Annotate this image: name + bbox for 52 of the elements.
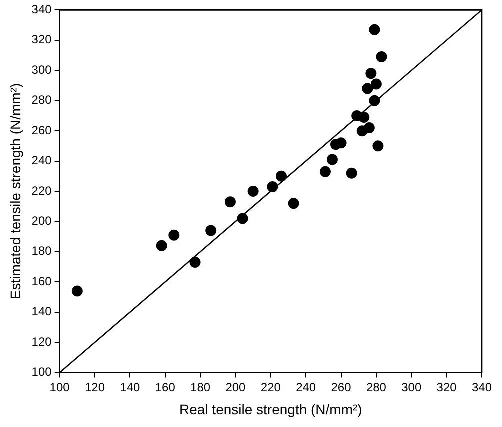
y-tick-label: 120 [32, 334, 52, 349]
x-tick-label: 140 [120, 380, 141, 394]
y-tick-label: 140 [32, 304, 52, 319]
y-tick-label: 160 [32, 274, 52, 288]
point [206, 225, 217, 236]
x-tick-label: 340 [472, 380, 492, 394]
y-tick-label: 240 [32, 154, 52, 168]
x-tick-label: 200 [226, 380, 246, 394]
y-tick-label: 320 [32, 32, 52, 47]
x-tick-label: 100 [50, 380, 70, 394]
point [276, 170, 287, 182]
point [237, 213, 248, 224]
y-tick-label: 200 [32, 214, 52, 228]
point [370, 78, 382, 90]
point [168, 230, 180, 241]
y-tick-label: 340 [32, 2, 52, 17]
point [326, 154, 338, 166]
point [364, 122, 375, 134]
y-tick-label: 100 [32, 365, 52, 380]
x-tick-label: 160 [155, 380, 176, 394]
y-tick-label: 280 [32, 93, 52, 108]
x-tick-label: 320 [436, 380, 458, 394]
point [248, 186, 259, 197]
point [362, 83, 374, 94]
x-tick-label: 260 [331, 380, 352, 394]
point [224, 196, 236, 208]
point [267, 181, 278, 192]
y-tick-label: 260 [32, 123, 52, 138]
point [366, 68, 377, 80]
point [376, 52, 388, 63]
point [372, 140, 384, 152]
point [369, 95, 380, 106]
x-tick-label: 180 [190, 380, 211, 394]
x-tick-label: 280 [366, 380, 387, 394]
point [369, 24, 380, 36]
point [156, 240, 168, 252]
point [190, 257, 201, 268]
x-tick-label: 220 [260, 380, 282, 394]
x-tick-label: 300 [402, 380, 422, 394]
y-axis-title: Estimated tensile strength (N/mm²) [7, 83, 24, 300]
y-tick-label: 300 [32, 62, 52, 77]
y-tick-label: 180 [32, 244, 52, 258]
point [358, 112, 370, 123]
x-tick-label: 240 [296, 380, 316, 394]
x-axis-title: Real tensile strength (N/mm²) [179, 401, 362, 418]
point [72, 286, 83, 297]
y-tick-label: 220 [32, 184, 52, 198]
x-tick-label: 120 [84, 380, 106, 394]
point [320, 166, 331, 178]
point [346, 168, 358, 179]
point [336, 138, 347, 149]
point [288, 198, 300, 210]
